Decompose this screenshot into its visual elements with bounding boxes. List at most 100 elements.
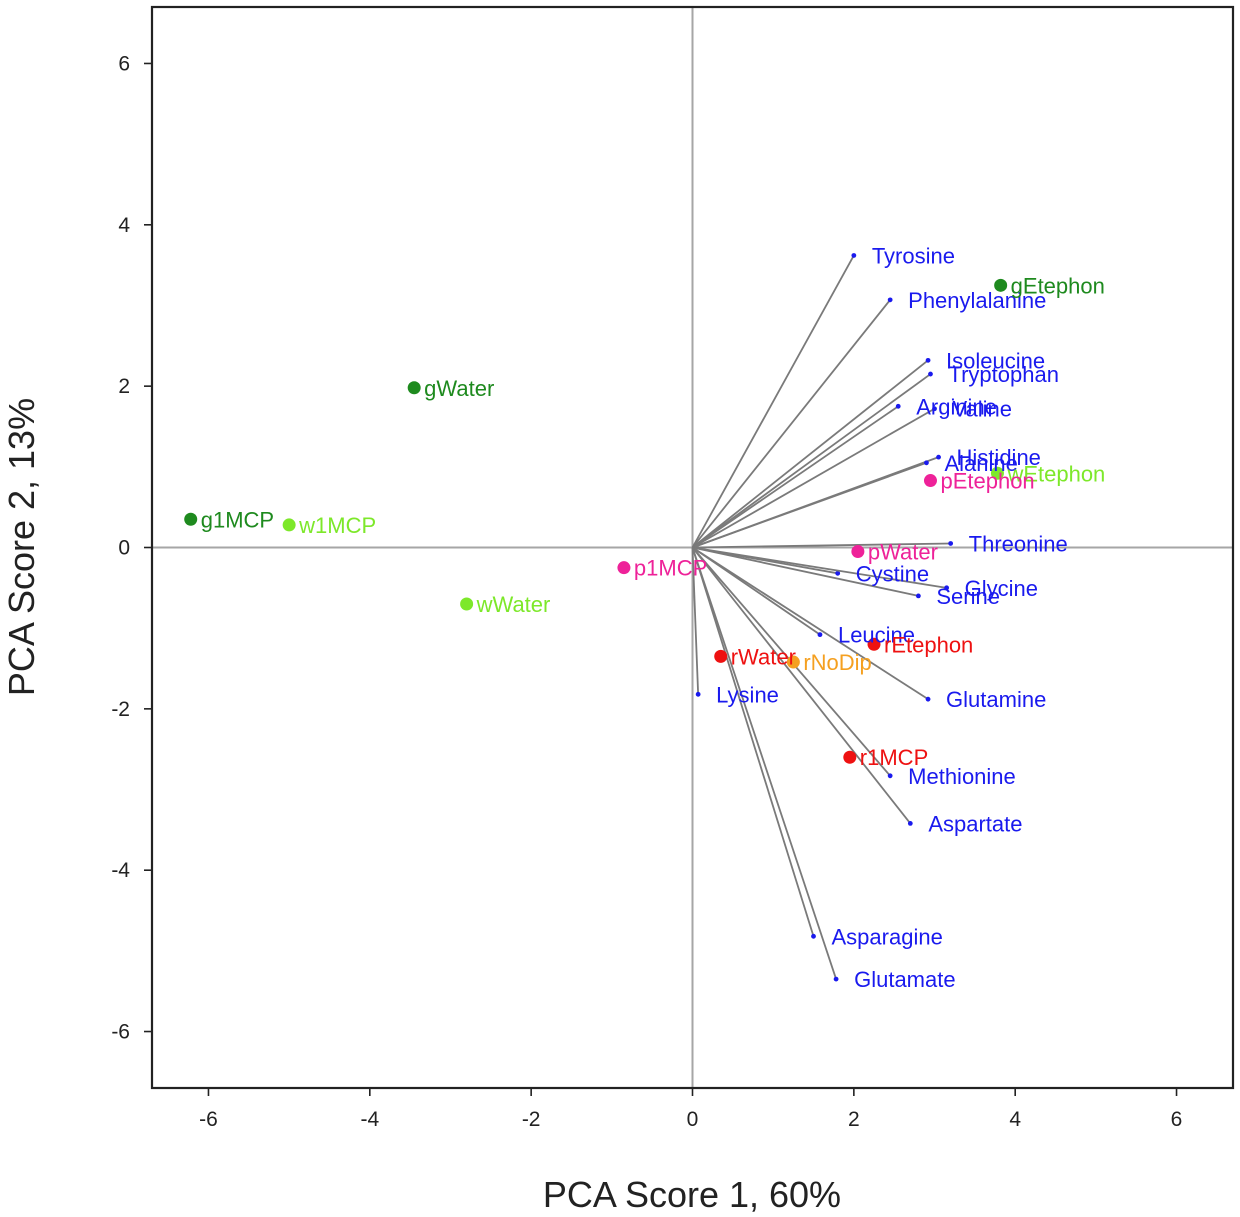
loading-label: Asparagine	[832, 924, 943, 949]
x-tick-label: 6	[1171, 1108, 1183, 1131]
score-point	[184, 512, 198, 526]
y-tick-label: 0	[118, 537, 130, 560]
loading-vector-line	[691, 547, 837, 980]
x-tick-label: 2	[848, 1108, 860, 1131]
loading-vector-tip	[835, 570, 841, 576]
y-axis-title: PCA Score 2, 13%	[1, 398, 42, 696]
score-point	[994, 278, 1008, 292]
loading-vector-line	[692, 461, 927, 549]
loading-label: Arginine	[916, 394, 997, 419]
y-tick-label: 6	[118, 52, 130, 75]
loading-label: Lysine	[716, 682, 779, 707]
x-tick-label: -2	[522, 1108, 541, 1131]
loading-label: Glutamine	[946, 687, 1046, 712]
loading-vector-line	[691, 299, 891, 549]
score-label: g1MCP	[201, 507, 274, 532]
loading-vector-tip	[887, 773, 893, 779]
y-tick-label: 4	[118, 214, 130, 237]
loading-vector-tip	[915, 593, 921, 599]
point-labels: Tyrosine Phenylalanine IsoleucineTryptopha…	[201, 243, 1106, 992]
loading-vector-tip	[833, 976, 839, 982]
loading-vector-tip	[932, 406, 937, 412]
loading-label: Threonine	[969, 531, 1068, 556]
loading-vector-tip	[925, 357, 931, 363]
loading-vector-line	[691, 373, 932, 549]
score-point	[617, 561, 631, 575]
loading-vector-tip	[944, 585, 950, 591]
loading-label: Phenylalanine	[908, 288, 1046, 313]
y-tick-label: -6	[111, 1021, 130, 1044]
score-label: rEtephon	[884, 632, 973, 657]
loading-label: Alanine	[944, 451, 1017, 476]
loading-label: Aspartate	[928, 811, 1022, 836]
loading-label: Histidine	[957, 445, 1041, 470]
score-label: w1MCP	[298, 513, 376, 538]
loading-vector-line	[691, 255, 855, 548]
loading-vector-line	[692, 542, 951, 549]
loading-label: Glycine	[965, 576, 1038, 601]
y-tick-label: -4	[111, 859, 130, 882]
x-tick-label: -6	[199, 1108, 218, 1131]
y-tick-label: -2	[111, 698, 130, 721]
loading-vector-line	[691, 547, 700, 695]
score-label: pWater	[868, 540, 938, 565]
loading-label: Isoleucine	[946, 348, 1045, 373]
x-tick-label: -4	[360, 1108, 379, 1131]
score-label: wEtephon	[1006, 461, 1105, 486]
score-point	[714, 649, 728, 663]
score-label: rWater	[731, 644, 796, 669]
x-tick-label: 0	[687, 1108, 699, 1131]
loading-vector-line	[692, 407, 935, 549]
score-point	[460, 597, 474, 611]
loading-vector-tip	[895, 403, 901, 409]
loading-vector-line	[691, 359, 929, 549]
loading-vector-line	[692, 546, 919, 597]
loading-vector-line	[691, 546, 912, 824]
loading-label: Leucine	[838, 623, 915, 648]
loading-vector-tip	[817, 632, 823, 638]
loading-label: Serine	[936, 584, 1000, 609]
x-tick-label: 4	[1009, 1108, 1021, 1131]
score-point	[843, 750, 857, 764]
loading-vector-tip	[936, 454, 941, 460]
loading-vector-tip	[928, 371, 933, 377]
score-label: gWater	[424, 376, 494, 401]
score-label: rNoDip	[803, 650, 871, 675]
loading-vector-line	[691, 405, 899, 549]
score-label: wWater	[476, 592, 551, 617]
score-label: pEtephon	[940, 469, 1034, 494]
score-point	[786, 655, 800, 669]
score-point	[990, 466, 1004, 480]
loading-vector-line	[692, 546, 947, 589]
loading-vectors	[691, 253, 954, 982]
loading-vector-tip	[948, 541, 954, 546]
loading-vector-line	[692, 546, 929, 700]
loading-vector-tip	[811, 933, 816, 939]
loading-label: Cystine	[856, 561, 929, 586]
loading-vector-tip	[851, 253, 857, 258]
loading-label: Valine	[953, 397, 1013, 422]
loading-vector-tip	[907, 820, 913, 826]
y-tick-label: 2	[118, 375, 130, 398]
score-label: r1MCP	[860, 745, 928, 770]
loading-vector-line	[691, 547, 815, 937]
score-point	[867, 637, 881, 651]
loading-vector-tip	[925, 696, 931, 702]
score-point	[851, 545, 865, 559]
score-points	[184, 278, 1008, 764]
loading-vector-tip	[924, 460, 929, 466]
loading-vector-tip	[887, 297, 893, 303]
score-point	[282, 518, 296, 532]
loading-label: Tryptophan	[948, 362, 1058, 387]
x-axis-title: PCA Score 1, 60%	[543, 1174, 841, 1215]
loading-label: Tyrosine	[872, 243, 955, 268]
score-label: gEtephon	[1011, 273, 1105, 298]
loading-label: Methionine	[908, 764, 1016, 789]
y-axis-ticks: -6 -4 -2 0 2 4 6	[111, 52, 152, 1044]
score-point	[407, 381, 421, 395]
x-axis-ticks: -6 -4 -2 0 2 4 6	[199, 1088, 1182, 1131]
score-label: p1MCP	[634, 556, 707, 581]
score-point	[923, 474, 937, 488]
loading-label: Glutamate	[854, 967, 956, 992]
